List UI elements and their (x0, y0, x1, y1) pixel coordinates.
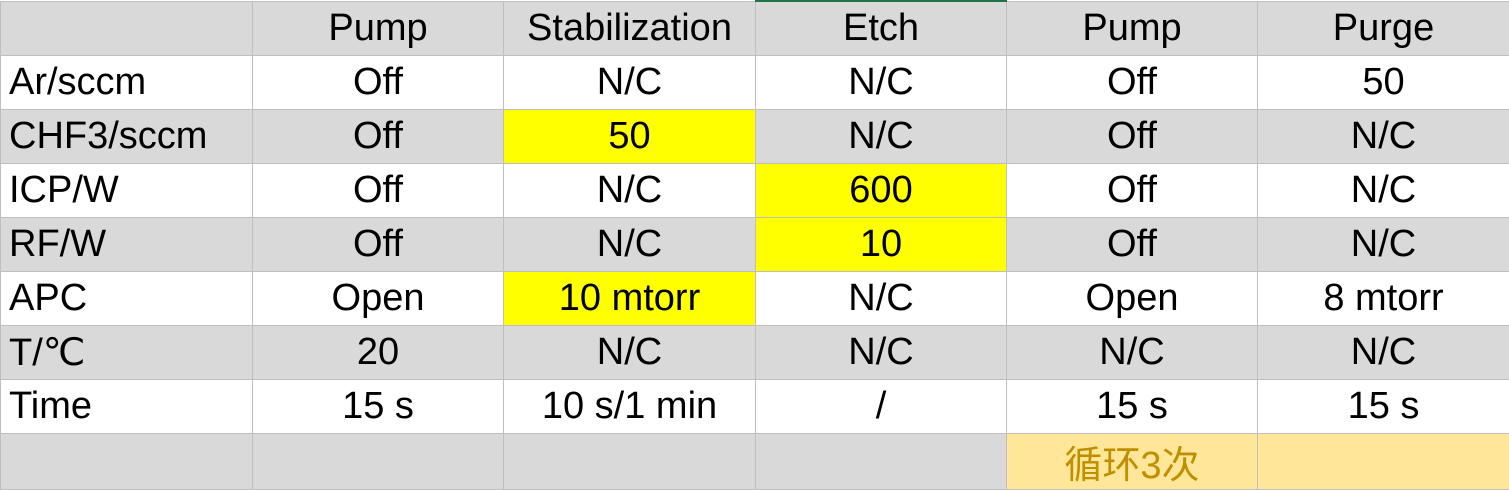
table-row-temperature: T/℃ 20 N/C N/C N/C N/C (1, 326, 1509, 380)
table-cell[interactable]: N/C (1258, 218, 1509, 272)
highlighted-cell[interactable]: 10 mtorr (504, 272, 756, 326)
row-label-cell[interactable]: Ar/sccm (1, 56, 253, 110)
table-cell[interactable]: 20 (253, 326, 504, 380)
row-label-cell[interactable]: Time (1, 380, 253, 434)
header-cell-pump[interactable]: Pump (253, 1, 504, 56)
table-cell[interactable]: Off (253, 164, 504, 218)
table-row-time: Time 15 s 10 s/1 min / 15 s 15 s (1, 380, 1509, 434)
loop-note-cell[interactable]: 循环3次 (1007, 434, 1258, 490)
table-cell[interactable]: N/C (1258, 110, 1509, 164)
footer-row: 循环3次 (1, 434, 1509, 490)
table-cell[interactable]: N/C (504, 326, 756, 380)
empty-cell[interactable] (504, 434, 756, 490)
table-cell[interactable]: Off (253, 110, 504, 164)
highlighted-cell[interactable]: 600 (756, 164, 1007, 218)
table-row-icp: ICP/W Off N/C 600 Off N/C (1, 164, 1509, 218)
table-cell[interactable]: 15 s (1258, 380, 1509, 434)
table-cell[interactable]: 8 mtorr (1258, 272, 1509, 326)
table-cell[interactable]: N/C (756, 56, 1007, 110)
table-cell[interactable]: N/C (756, 272, 1007, 326)
table-cell[interactable]: N/C (756, 326, 1007, 380)
row-label-cell[interactable]: RF/W (1, 218, 253, 272)
table-cell[interactable]: Off (253, 56, 504, 110)
header-row: Pump Stabilization Etch Pump Purge (1, 1, 1509, 56)
empty-cell[interactable] (756, 434, 1007, 490)
table-cell[interactable]: 15 s (253, 380, 504, 434)
row-label-cell[interactable]: ICP/W (1, 164, 253, 218)
row-label-cell[interactable]: CHF3/sccm (1, 110, 253, 164)
table-row-apc: APC Open 10 mtorr N/C Open 8 mtorr (1, 272, 1509, 326)
table-cell[interactable]: Open (253, 272, 504, 326)
table-row-ar: Ar/sccm Off N/C N/C Off 50 (1, 56, 1509, 110)
highlighted-cell[interactable]: 50 (504, 110, 756, 164)
empty-cell[interactable] (253, 434, 504, 490)
header-corner-cell[interactable] (1, 1, 253, 56)
header-cell-pump-2[interactable]: Pump (1007, 1, 1258, 56)
header-cell-stabilization[interactable]: Stabilization (504, 1, 756, 56)
table-cell[interactable]: 15 s (1007, 380, 1258, 434)
table-cell[interactable]: Off (1007, 110, 1258, 164)
table-cell[interactable]: N/C (1258, 164, 1509, 218)
table-cell[interactable]: N/C (504, 56, 756, 110)
table-row-chf3: CHF3/sccm Off 50 N/C Off N/C (1, 110, 1509, 164)
table-cell[interactable]: Open (1007, 272, 1258, 326)
table-cell[interactable]: N/C (1007, 326, 1258, 380)
header-cell-etch[interactable]: Etch (756, 1, 1007, 56)
empty-highlighted-cell[interactable] (1258, 434, 1509, 490)
table-cell[interactable]: Off (1007, 56, 1258, 110)
table-cell[interactable]: N/C (756, 110, 1007, 164)
table-cell[interactable]: 50 (1258, 56, 1509, 110)
table-cell[interactable]: Off (253, 218, 504, 272)
table-cell[interactable]: Off (1007, 164, 1258, 218)
highlighted-cell[interactable]: 10 (756, 218, 1007, 272)
table-cell[interactable]: N/C (504, 218, 756, 272)
table-cell[interactable]: / (756, 380, 1007, 434)
row-label-cell[interactable]: APC (1, 272, 253, 326)
table-cell[interactable]: Off (1007, 218, 1258, 272)
table-row-rf: RF/W Off N/C 10 Off N/C (1, 218, 1509, 272)
table-cell[interactable]: N/C (1258, 326, 1509, 380)
header-cell-purge[interactable]: Purge (1258, 1, 1509, 56)
row-label-cell[interactable]: T/℃ (1, 326, 253, 380)
empty-cell[interactable] (1, 434, 253, 490)
table-cell[interactable]: N/C (504, 164, 756, 218)
table-cell[interactable]: 10 s/1 min (504, 380, 756, 434)
